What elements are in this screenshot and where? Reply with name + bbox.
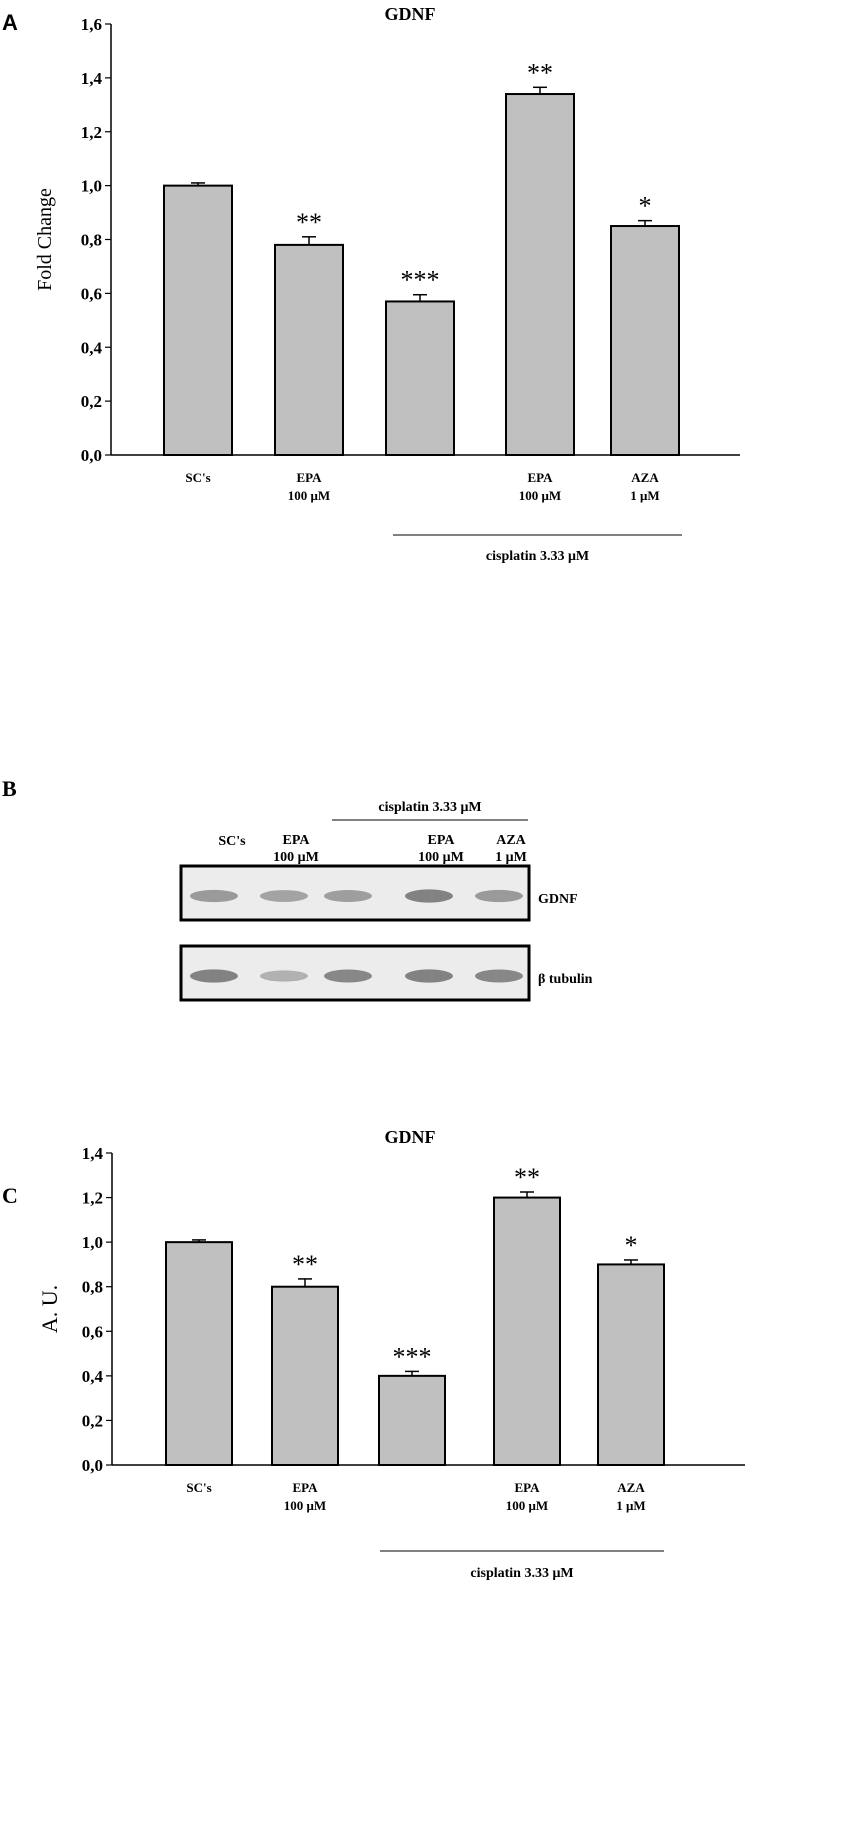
lane-label: 100 μM: [273, 850, 319, 865]
lane-label: SC's: [218, 834, 246, 849]
y-tick-label: 0,4: [81, 338, 103, 357]
chart-a: A GDNF Fold Change 0,0 0,2 0,4 0,6 0,8 1,0 1,2 1,…: [2, 4, 740, 564]
significance-marker: **: [514, 1163, 540, 1192]
protein-band: [190, 889, 238, 903]
protein-band: [405, 889, 453, 903]
panel-letter-a: A: [2, 10, 18, 35]
lane-label: AZA: [496, 833, 526, 848]
category-label: EPA: [527, 470, 553, 485]
significance-marker: *: [625, 1231, 638, 1260]
y-tick-label: 0,0: [81, 446, 102, 465]
blot-strip: [179, 864, 531, 922]
y-tick-label: 0,4: [82, 1367, 104, 1386]
y-tick-label: 1,6: [81, 15, 102, 34]
protein-band: [324, 890, 372, 902]
y-tick-label: 0,2: [82, 1411, 103, 1430]
protein-band: [475, 969, 523, 983]
category-label: 100 μM: [519, 488, 561, 503]
category-label: AZA: [631, 470, 659, 485]
y-tick-label: 0,8: [81, 231, 102, 250]
group-label: cisplatin 3.33 μM: [470, 1566, 573, 1581]
blot-row-label: β tubulin: [538, 972, 593, 987]
lane-label: 100 μM: [418, 850, 464, 865]
y-tick-label: 1,4: [81, 69, 103, 88]
bar: [610, 225, 680, 456]
y-tick-label: 0,6: [81, 284, 102, 303]
category-label: AZA: [617, 1480, 645, 1495]
y-tick-label: 1,4: [82, 1144, 104, 1163]
bar: [493, 1196, 561, 1466]
category-label: 1 μM: [616, 1498, 645, 1513]
lane-label: EPA: [283, 833, 311, 848]
protein-band: [190, 969, 238, 983]
bar: [597, 1263, 665, 1466]
blot-row-label: GDNF: [538, 892, 578, 907]
lane-label: 1 μM: [495, 850, 527, 865]
y-tick-label: 1,0: [82, 1233, 103, 1252]
y-tick-label: 0,2: [81, 392, 102, 411]
bar: [271, 1285, 339, 1466]
protein-band: [260, 890, 308, 902]
chart-title: GDNF: [385, 1127, 436, 1147]
y-tick-label: 1,2: [82, 1189, 103, 1208]
category-label: 100 μM: [288, 488, 330, 503]
blot-group-label: cisplatin 3.33 μM: [378, 800, 481, 815]
bar: [274, 243, 344, 456]
panel-letter-c: C: [2, 1183, 18, 1208]
category-label: EPA: [292, 1480, 318, 1495]
significance-marker: ***: [401, 266, 440, 295]
chart-title: GDNF: [385, 4, 436, 24]
category-label: EPA: [296, 470, 322, 485]
category-label: SC's: [186, 1480, 211, 1495]
lane-label: EPA: [428, 833, 456, 848]
significance-marker: **: [527, 58, 553, 87]
y-tick-label: 1,2: [81, 123, 102, 142]
y-tick-label: 0,0: [82, 1456, 103, 1475]
group-label: cisplatin 3.33 μM: [486, 549, 589, 564]
bar: [165, 1241, 233, 1467]
bar: [163, 184, 233, 456]
protein-band: [475, 889, 523, 903]
panel-letter-b: B: [2, 776, 17, 801]
category-label: EPA: [514, 1480, 540, 1495]
bar: [505, 93, 575, 456]
category-label: 100 μM: [506, 1498, 548, 1513]
y-tick-label: 0,8: [82, 1278, 103, 1297]
y-axis-label: Fold Change: [34, 188, 56, 291]
bar: [378, 1374, 446, 1467]
protein-band: [260, 970, 308, 982]
bar: [385, 300, 455, 456]
significance-marker: **: [292, 1250, 318, 1279]
y-tick-label: 1,0: [81, 177, 102, 196]
chart-c: C GDNF A. U. 0,0 0,2 0,4 0,6 0,8 1,0 1,2 1,4 SC's *…: [2, 1127, 745, 1581]
significance-marker: *: [639, 192, 652, 221]
category-label: 100 μM: [284, 1498, 326, 1513]
y-tick-label: 0,6: [82, 1322, 103, 1341]
significance-marker: **: [296, 208, 322, 237]
y-axis-label: A. U.: [37, 1285, 62, 1333]
category-label: 1 μM: [630, 488, 659, 503]
blot-strip: [179, 944, 531, 1002]
protein-band: [324, 969, 372, 983]
western-blot-b: B cisplatin 3.33 μM SC's EPA 100 μM EPA 100 μ…: [2, 776, 593, 1002]
significance-marker: ***: [393, 1342, 432, 1371]
protein-band: [405, 969, 453, 983]
category-label: SC's: [185, 470, 210, 485]
